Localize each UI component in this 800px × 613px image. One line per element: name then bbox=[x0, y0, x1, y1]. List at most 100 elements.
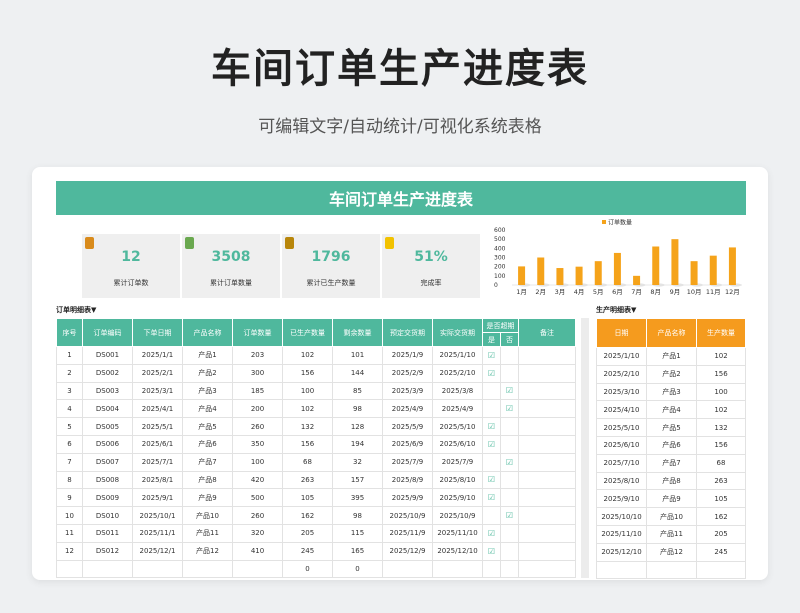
table-cell[interactable]: 2025/8/9 bbox=[382, 470, 433, 490]
table-cell[interactable]: 2025/2/1 bbox=[132, 363, 183, 383]
table-cell[interactable]: 128 bbox=[332, 417, 383, 436]
table-cell[interactable]: 0 bbox=[332, 559, 383, 579]
overdue-cell[interactable]: ☑ bbox=[500, 506, 519, 525]
table-cell[interactable]: 2025/3/1 bbox=[132, 381, 183, 401]
table-cell[interactable]: 2025/11/1 bbox=[132, 523, 183, 543]
table-cell[interactable]: 2025/9/9 bbox=[382, 488, 433, 508]
table-cell[interactable]: 245 bbox=[696, 542, 746, 562]
table-cell[interactable]: 产品2 bbox=[182, 363, 233, 383]
table-cell[interactable] bbox=[82, 559, 133, 579]
table-cell[interactable]: 2025/4/9 bbox=[382, 399, 433, 419]
column-header[interactable]: 订单编码 bbox=[82, 318, 133, 347]
checkbox-checked-icon[interactable]: ☑ bbox=[487, 422, 496, 432]
table-cell[interactable]: DS004 bbox=[82, 399, 133, 419]
table-cell[interactable]: 产品3 bbox=[182, 381, 233, 401]
table-cell[interactable]: 2025/5/1 bbox=[132, 417, 183, 436]
table-cell[interactable]: 2025/1/9 bbox=[382, 346, 433, 365]
table-cell[interactable]: 320 bbox=[232, 523, 283, 543]
table-cell[interactable]: 2025/8/10 bbox=[596, 471, 647, 491]
overdue-cell[interactable]: ☑ bbox=[482, 470, 501, 490]
table-cell[interactable]: 产品3 bbox=[646, 382, 697, 402]
table-cell[interactable]: 产品5 bbox=[182, 417, 233, 436]
table-cell[interactable]: 2025/2/10 bbox=[432, 363, 483, 383]
table-cell[interactable]: 101 bbox=[332, 346, 383, 365]
note-cell[interactable] bbox=[518, 470, 576, 490]
table-cell[interactable]: 132 bbox=[696, 418, 746, 437]
column-header[interactable]: 已生产数量 bbox=[282, 318, 333, 347]
table-cell[interactable]: 132 bbox=[282, 417, 333, 436]
table-cell[interactable]: 395 bbox=[332, 488, 383, 508]
column-subheader[interactable]: 是 bbox=[482, 332, 501, 347]
table-cell[interactable]: 2025/9/10 bbox=[596, 489, 647, 509]
table-cell[interactable]: 203 bbox=[232, 346, 283, 365]
table-cell[interactable] bbox=[518, 559, 576, 579]
overdue-cell[interactable]: ☑ bbox=[482, 541, 501, 561]
overdue-cell[interactable]: ☑ bbox=[482, 523, 501, 543]
table-cell[interactable]: 产品1 bbox=[182, 346, 233, 365]
overdue-cell[interactable]: ☑ bbox=[500, 452, 519, 472]
table-cell[interactable]: 157 bbox=[332, 470, 383, 490]
table-cell[interactable]: 98 bbox=[332, 506, 383, 525]
table-cell[interactable]: 产品2 bbox=[646, 364, 697, 384]
table-cell[interactable] bbox=[56, 559, 83, 579]
table-cell[interactable]: 98 bbox=[332, 399, 383, 419]
table-cell[interactable]: 2025/4/1 bbox=[132, 399, 183, 419]
table-cell[interactable]: 产品11 bbox=[182, 523, 233, 543]
table-cell[interactable]: DS001 bbox=[82, 346, 133, 365]
overdue-cell[interactable] bbox=[500, 363, 519, 383]
note-cell[interactable] bbox=[518, 434, 576, 454]
table-cell[interactable] bbox=[182, 559, 233, 579]
checkbox-checked-icon[interactable]: ☑ bbox=[505, 457, 514, 467]
table-cell[interactable]: 102 bbox=[282, 399, 333, 419]
table-cell[interactable]: 156 bbox=[282, 434, 333, 454]
overdue-cell[interactable]: ☑ bbox=[500, 399, 519, 419]
table-cell[interactable]: 2025/1/10 bbox=[596, 347, 647, 366]
overdue-cell[interactable]: ☑ bbox=[500, 381, 519, 401]
note-cell[interactable] bbox=[518, 346, 576, 365]
table-cell[interactable]: 产品11 bbox=[646, 524, 697, 544]
table-cell[interactable]: 2025/8/10 bbox=[432, 470, 483, 490]
table-cell[interactable]: 2025/8/1 bbox=[132, 470, 183, 490]
table-cell[interactable]: 2025/5/9 bbox=[382, 417, 433, 436]
table-cell[interactable]: 5 bbox=[56, 417, 83, 436]
table-cell[interactable]: DS008 bbox=[82, 470, 133, 490]
note-cell[interactable] bbox=[518, 488, 576, 508]
table-cell[interactable]: 6 bbox=[56, 434, 83, 454]
table-cell[interactable]: 2025/7/1 bbox=[132, 452, 183, 472]
table-cell[interactable]: 产品8 bbox=[182, 470, 233, 490]
overdue-cell[interactable] bbox=[482, 381, 501, 401]
table-cell[interactable]: 产品6 bbox=[182, 434, 233, 454]
table-cell[interactable]: 2025/5/10 bbox=[596, 418, 647, 437]
table-cell[interactable]: 245 bbox=[282, 541, 333, 561]
overdue-cell[interactable] bbox=[482, 452, 501, 472]
table-cell[interactable] bbox=[382, 559, 433, 579]
table-cell[interactable]: 410 bbox=[232, 541, 283, 561]
table-cell[interactable]: 2025/6/9 bbox=[382, 434, 433, 454]
table-cell[interactable]: 162 bbox=[696, 507, 746, 526]
table-cell[interactable]: 500 bbox=[232, 488, 283, 508]
table-cell[interactable]: 产品4 bbox=[646, 400, 697, 420]
table-cell[interactable]: 68 bbox=[696, 453, 746, 473]
table-cell[interactable]: 2025/4/10 bbox=[596, 400, 647, 420]
note-cell[interactable] bbox=[518, 381, 576, 401]
table-cell[interactable]: DS006 bbox=[82, 434, 133, 454]
table-cell[interactable]: 12 bbox=[56, 541, 83, 561]
table-cell[interactable]: 2025/7/10 bbox=[596, 453, 647, 473]
table-cell[interactable]: 2025/10/10 bbox=[596, 507, 647, 526]
table-cell[interactable]: 产品12 bbox=[646, 542, 697, 562]
table-cell[interactable]: 2025/12/1 bbox=[132, 541, 183, 561]
overdue-cell[interactable] bbox=[500, 523, 519, 543]
overdue-cell[interactable] bbox=[500, 488, 519, 508]
table-cell[interactable]: 2025/11/9 bbox=[382, 523, 433, 543]
table-cell[interactable]: DS002 bbox=[82, 363, 133, 383]
table-cell[interactable]: 205 bbox=[696, 524, 746, 544]
overdue-cell[interactable] bbox=[500, 434, 519, 454]
overdue-cell[interactable]: ☑ bbox=[482, 346, 501, 365]
table-cell[interactable]: 85 bbox=[332, 381, 383, 401]
table-cell[interactable] bbox=[596, 560, 647, 580]
table-cell[interactable]: 102 bbox=[282, 346, 333, 365]
table-cell[interactable]: 105 bbox=[696, 489, 746, 509]
table-cell[interactable]: 10 bbox=[56, 506, 83, 525]
table-cell[interactable]: 0 bbox=[282, 559, 333, 579]
table-cell[interactable]: 2025/6/1 bbox=[132, 434, 183, 454]
